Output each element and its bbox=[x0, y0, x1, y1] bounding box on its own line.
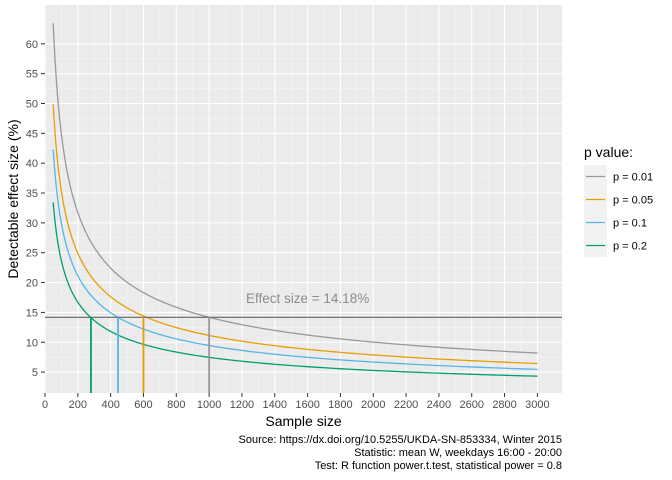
y-tick-label: 20 bbox=[26, 278, 38, 290]
x-tick-label: 2200 bbox=[394, 399, 418, 411]
series-line-1 bbox=[52, 104, 538, 365]
x-tick-label: 1400 bbox=[263, 399, 287, 411]
x-tick-label: 3000 bbox=[525, 399, 549, 411]
drop-lines bbox=[90, 317, 211, 393]
y-tick-label: 30 bbox=[26, 218, 38, 230]
caption-test: Test: R function power.t.test, statistic… bbox=[315, 460, 562, 472]
x-axis-title: Sample size bbox=[265, 413, 341, 429]
caption-source: Source: https://dx.doi.org/10.5255/UKDA-… bbox=[239, 434, 562, 446]
y-tick-label: 5 bbox=[32, 367, 38, 379]
x-tick-label: 600 bbox=[134, 399, 152, 411]
series-line-2 bbox=[52, 149, 538, 371]
grid-minor bbox=[45, 5, 562, 393]
caption-statistic: Statistic: mean W, weekdays 16:00 - 20:0… bbox=[354, 447, 562, 459]
legend-title: p value: bbox=[584, 144, 633, 160]
series-line-0 bbox=[52, 23, 538, 354]
legend-label-3: p = 0.2 bbox=[613, 241, 647, 253]
x-tick-label: 2000 bbox=[361, 399, 385, 411]
grid-major bbox=[44, 5, 562, 393]
y-tick-label: 50 bbox=[26, 98, 38, 110]
effect-size-annotation: Effect size = 14.18% bbox=[246, 291, 369, 306]
legend: p value: p = 0.01 p = 0.05 p = 0.1 p = 0.2 bbox=[584, 144, 653, 257]
x-tick-label: 2800 bbox=[492, 399, 516, 411]
y-axis-ticks: 5 10 15 20 25 30 35 40 45 50 55 60 bbox=[26, 39, 45, 379]
y-tick-label: 60 bbox=[26, 39, 38, 51]
legend-label-1: p = 0.05 bbox=[613, 195, 653, 207]
caption: Source: https://dx.doi.org/10.5255/UKDA-… bbox=[239, 434, 562, 472]
x-tick-label: 2400 bbox=[427, 399, 451, 411]
y-tick-label: 25 bbox=[26, 248, 38, 260]
plot-panel bbox=[45, 5, 562, 393]
y-tick-label: 45 bbox=[26, 128, 38, 140]
x-axis-ticks: 0 200 400 600 800 1000 1200 1400 1600 1800 2000 220… bbox=[42, 393, 550, 411]
legend-label-0: p = 0.01 bbox=[613, 172, 653, 184]
series-line-3 bbox=[52, 202, 538, 377]
x-tick-label: 800 bbox=[167, 399, 185, 411]
y-tick-label: 55 bbox=[26, 69, 38, 81]
x-tick-label: 1000 bbox=[197, 399, 221, 411]
y-tick-label: 40 bbox=[26, 158, 38, 170]
x-tick-label: 2600 bbox=[459, 399, 483, 411]
y-tick-label: 15 bbox=[26, 307, 38, 319]
x-tick-label: 1600 bbox=[295, 399, 319, 411]
x-tick-label: 1800 bbox=[328, 399, 352, 411]
x-tick-label: 400 bbox=[101, 399, 119, 411]
y-tick-label: 35 bbox=[26, 188, 38, 200]
y-axis-title: Detectable effect size (%) bbox=[5, 119, 21, 278]
series-lines bbox=[52, 23, 538, 377]
x-tick-label: 1200 bbox=[230, 399, 254, 411]
y-tick-label: 10 bbox=[26, 337, 38, 349]
x-tick-label: 0 bbox=[42, 399, 48, 411]
x-tick-label: 200 bbox=[69, 399, 87, 411]
legend-items: p = 0.01 p = 0.05 p = 0.1 p = 0.2 bbox=[584, 165, 653, 257]
legend-label-2: p = 0.1 bbox=[613, 218, 647, 230]
